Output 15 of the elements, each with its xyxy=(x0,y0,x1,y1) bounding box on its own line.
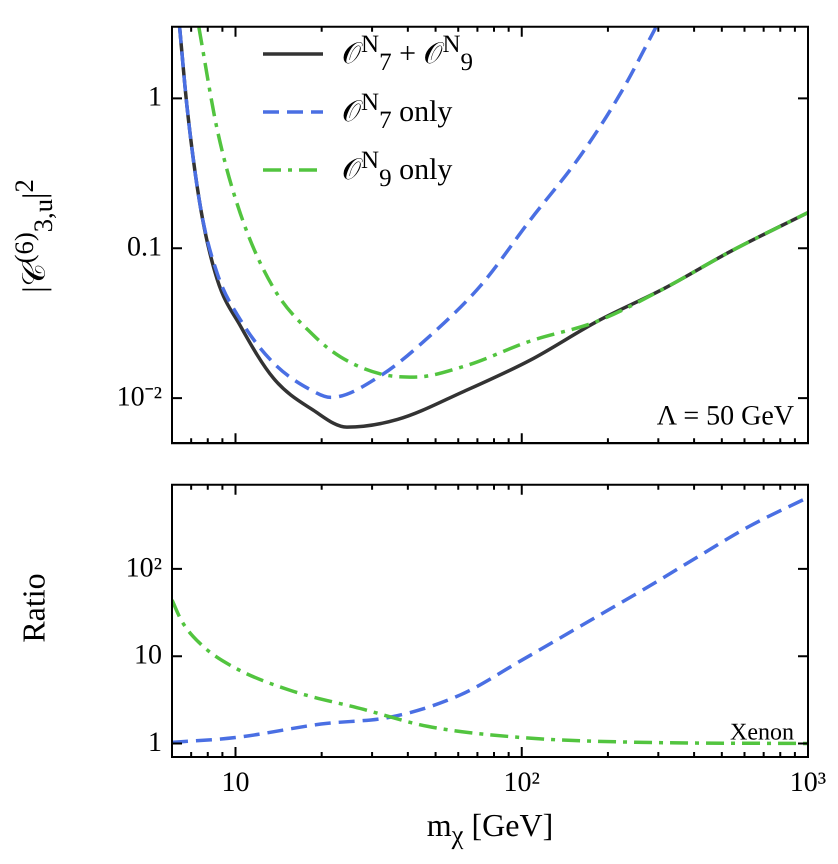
y-tick-label: 1 xyxy=(148,726,162,758)
x-tick-label: 10² xyxy=(504,767,540,798)
y-axis-title: Ratio xyxy=(16,573,52,643)
legend-label: 𝒪$^{N}$$_{7}$ only xyxy=(342,88,452,136)
x-tick-label: 10 xyxy=(222,767,250,798)
y-tick-label: 10⁻² xyxy=(116,381,162,412)
y-tick-label: 10 xyxy=(134,640,162,671)
annotation: Xenon xyxy=(730,719,794,746)
y-tick-label: 0.1 xyxy=(127,232,162,263)
y-tick-label: 10² xyxy=(126,552,162,584)
x-axis-title: m$_{χ}$ [GeV] xyxy=(426,807,554,850)
y-tick-label: 1 xyxy=(148,82,162,113)
annotation: Λ = 50 GeV xyxy=(656,400,794,432)
legend-label: 𝒪$^{N}$$_{9}$ only xyxy=(342,146,452,194)
x-tick-label: 10³ xyxy=(790,767,826,798)
